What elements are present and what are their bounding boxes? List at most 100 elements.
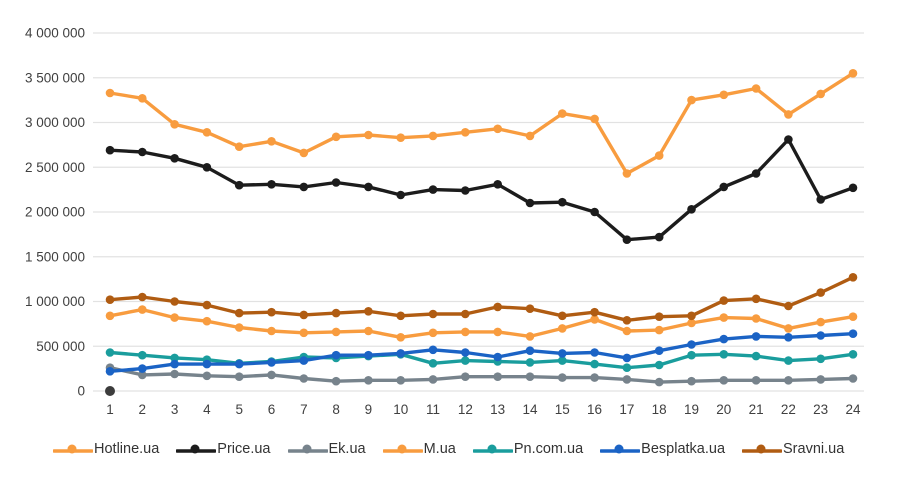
series-point-ek-ua xyxy=(558,373,567,382)
series-point-besplatka-ua xyxy=(493,352,503,362)
series-point-sravni-ua xyxy=(654,312,664,322)
series-point-pn-com-ua xyxy=(170,353,179,363)
series-point-pn-com-ua xyxy=(719,350,729,359)
legend-item-pn-com-ua: Pn.com.ua xyxy=(472,441,583,457)
series-point-besplatka-ua xyxy=(525,346,535,356)
series-point-pn-com-ua xyxy=(687,350,696,360)
series-point-price-ua xyxy=(687,205,696,214)
series-point-hotline-ua xyxy=(299,148,309,158)
legend-line-dot-icon xyxy=(742,444,783,454)
series-point-sravni-ua xyxy=(525,304,535,314)
series-point-hotline-ua xyxy=(558,109,567,118)
x-axis-tick-label: 1 xyxy=(106,402,114,417)
y-axis-tick-label: 2 500 000 xyxy=(25,160,85,175)
series-point-besplatka-ua xyxy=(170,359,179,369)
x-axis-tick-label: 22 xyxy=(781,402,796,417)
series-line-hotline-ua xyxy=(108,71,855,176)
series-point-price-ua xyxy=(558,197,567,207)
series-point-hotline-ua xyxy=(687,95,696,105)
series-point-m-ua xyxy=(751,314,761,323)
series-point-sravni-ua xyxy=(170,297,179,306)
series-point-besplatka-ua xyxy=(299,356,309,365)
chart-legend: Hotline.ua Price.ua Ek.ua M.ua Pn.com.ua Besp… xyxy=(53,441,883,457)
series-point-m-ua xyxy=(654,325,664,335)
series-point-m-ua xyxy=(364,326,373,336)
x-axis-tick-label: 19 xyxy=(684,402,699,417)
series-point-price-ua xyxy=(105,145,115,155)
legend-item-hotline-ua: Hotline.ua xyxy=(53,441,159,457)
series-point-pn-com-ua xyxy=(558,356,567,365)
legend-line-dot-icon xyxy=(53,444,93,454)
series-point-hotline-ua xyxy=(234,142,244,151)
legend-label: Hotline.ua xyxy=(94,441,160,457)
series-point-sravni-ua xyxy=(461,309,470,319)
series-point-hotline-ua xyxy=(525,131,535,141)
series-point-price-ua xyxy=(331,178,341,187)
series-point-ek-ua xyxy=(590,373,599,382)
series-point-price-ua xyxy=(364,182,373,192)
series-point-m-ua xyxy=(848,312,858,322)
series-point-hotline-ua xyxy=(202,128,212,137)
legend-label: Besplatka.ua xyxy=(641,441,726,457)
x-axis-tick-label: 16 xyxy=(587,402,602,417)
series-point-price-ua xyxy=(267,180,276,189)
series-point-price-ua xyxy=(170,154,179,163)
series-point-sravni-ua xyxy=(234,308,244,318)
series-point-sravni-ua xyxy=(202,300,212,310)
series-point-pn-com-ua xyxy=(138,350,147,360)
series-point-price-ua xyxy=(751,169,761,178)
series-point-price-ua xyxy=(622,235,632,244)
series-point-hotline-ua xyxy=(364,130,373,140)
series-point-price-ua xyxy=(654,232,664,242)
x-axis-tick-label: 13 xyxy=(490,402,505,417)
series-point-price-ua xyxy=(719,182,729,192)
series-point-besplatka-ua xyxy=(138,364,147,373)
series-point-pn-com-ua xyxy=(525,358,535,367)
series-point-besplatka-ua xyxy=(848,329,858,339)
series-point-price-ua xyxy=(234,180,244,190)
x-axis-tick-label: 6 xyxy=(268,402,276,417)
series-point-ek-ua xyxy=(622,375,632,384)
series-point-sravni-ua xyxy=(428,309,438,319)
series-point-ek-ua xyxy=(170,369,179,379)
series-point-hotline-ua xyxy=(331,132,341,142)
legend-line-dot-icon xyxy=(287,444,328,454)
x-axis-tick-label: 7 xyxy=(300,402,308,417)
series-point-hotline-ua xyxy=(590,114,599,124)
series-point-hotline-ua xyxy=(751,84,761,93)
series-point-hotline-ua xyxy=(396,133,406,142)
series-point-ek-ua xyxy=(138,370,147,380)
series-line-price-ua xyxy=(108,137,855,242)
legend-item-price-ua: Price.ua xyxy=(176,441,271,457)
x-axis-tick-label: 21 xyxy=(749,402,764,417)
series-point-pn-com-ua xyxy=(784,356,793,365)
series-point-sravni-ua xyxy=(105,295,115,305)
series-point-besplatka-ua xyxy=(719,334,729,344)
series-point-price-ua xyxy=(428,185,438,194)
legend-line-dot-icon xyxy=(600,444,641,454)
series-point-pn-com-ua xyxy=(461,356,470,365)
y-axis-tick-label: 1 500 000 xyxy=(25,249,85,264)
series-point-m-ua xyxy=(170,313,179,322)
y-axis-tick-label: 2 000 000 xyxy=(25,205,85,220)
series-point-pn-com-ua xyxy=(105,348,115,357)
series-point-besplatka-ua xyxy=(784,333,793,342)
legend-line-dot-icon xyxy=(472,444,513,454)
series-point-m-ua xyxy=(331,327,341,337)
series-point-m-ua xyxy=(428,328,438,338)
series-point-m-ua xyxy=(105,311,115,321)
series-point-hotline-ua xyxy=(816,89,825,99)
zero-value-point xyxy=(105,386,115,396)
series-point-m-ua xyxy=(202,316,212,326)
series-point-sravni-ua xyxy=(719,296,729,305)
x-axis-tick-label: 23 xyxy=(813,402,828,417)
series-point-besplatka-ua xyxy=(105,367,115,376)
series-point-ek-ua xyxy=(493,372,503,382)
series-point-m-ua xyxy=(558,324,567,333)
y-axis-tick-label: 0 xyxy=(77,384,85,399)
series-point-besplatka-ua xyxy=(428,345,438,355)
series-point-ek-ua xyxy=(396,376,406,385)
series-point-sravni-ua xyxy=(331,308,341,318)
y-axis-tick-label: 3 000 000 xyxy=(25,115,85,130)
x-axis-tick-label: 4 xyxy=(203,402,211,417)
